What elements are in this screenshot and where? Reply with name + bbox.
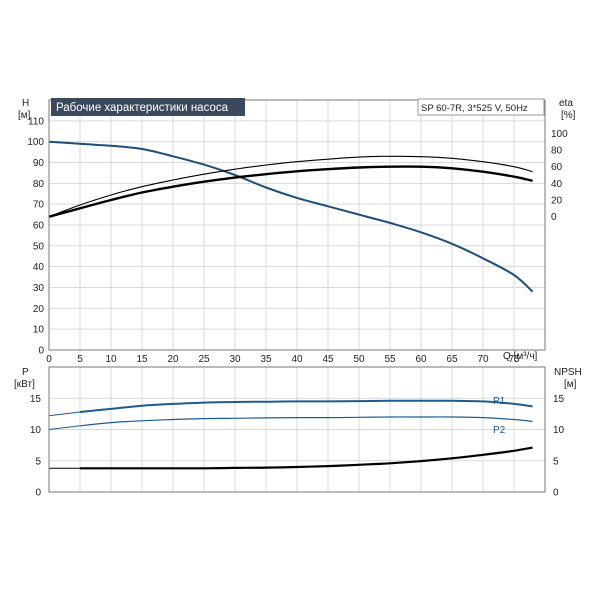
bottom-right-tick-label: 5: [553, 456, 559, 467]
x-tick-label: 60: [415, 354, 427, 365]
top-left-axis-label: H: [22, 98, 29, 109]
x-tick-label: 0: [46, 354, 52, 365]
bottom-right-axis-label: NPSH: [554, 367, 582, 378]
bottom-right-axis-unit: [м]: [564, 379, 577, 390]
chart-title-box: [51, 98, 245, 116]
series-p2: [79, 416, 533, 427]
x-tick-label: 35: [260, 354, 272, 365]
model-box: [417, 98, 545, 116]
top-right-axis-label: eta: [559, 98, 573, 109]
chart-title: Рабочие характеристики насоса: [56, 102, 229, 114]
top-left-tick-label: 60: [33, 221, 45, 232]
bottom-left-tick-label: 0: [35, 488, 41, 499]
model-label: SP 60-7R, 3*525 V, 50Hz: [421, 103, 528, 114]
top-left-axis-unit: [м]: [18, 110, 31, 121]
x-tick-label: 10: [105, 354, 117, 365]
x-tick-label: 55: [384, 354, 396, 365]
bottom-right-tick-label: 10: [553, 425, 565, 436]
top-right-tick-label: 20: [551, 196, 563, 207]
x-tick-label: 50: [353, 354, 365, 365]
top-right-tick-label: 100: [551, 129, 568, 140]
bottom-left-tick-label: 15: [30, 394, 42, 405]
series-label-p1: P1: [493, 396, 506, 407]
top-left-tick-label: 0: [38, 346, 44, 357]
top-left-tick-label: 80: [33, 179, 45, 190]
top-right-tick-label: 60: [551, 162, 563, 173]
x-tick-label: 20: [167, 354, 179, 365]
x-tick-label: 40: [291, 354, 303, 365]
series-eta-upper: [48, 155, 533, 218]
top-left-tick-label: 10: [33, 325, 45, 336]
top-left-tick-label: 50: [33, 241, 45, 252]
top-plot-frame: [48, 99, 546, 351]
top-right-tick-label: 80: [551, 146, 563, 157]
x-tick-label: 65: [446, 354, 458, 365]
series-p1-ext: [48, 411, 81, 417]
top-left-tick-label: 40: [33, 262, 45, 273]
x-tick-label: 45: [322, 354, 334, 365]
series-npsh: [79, 446, 533, 470]
bottom-left-axis-label: P: [22, 367, 29, 378]
series-eta-lower: [48, 165, 533, 218]
bottom-left-tick-label: 10: [30, 425, 42, 436]
top-chart-series: [48, 140, 534, 293]
top-right-tick-label: 40: [551, 179, 563, 190]
x-axis-label: Q [м³/ч]: [503, 351, 538, 362]
x-tick-label: 30: [229, 354, 241, 365]
x-tick-label: 15: [136, 354, 148, 365]
series-p2-ext: [48, 425, 81, 430]
bottom-left-axis-unit: [кВт]: [14, 379, 35, 390]
bottom-chart-series: [48, 399, 533, 470]
series-p1: [79, 399, 533, 413]
top-left-tick-label: 30: [33, 283, 45, 294]
x-tick-label: 70: [477, 354, 489, 365]
bottom-left-tick-label: 5: [35, 456, 41, 467]
series-label-p2: P2: [493, 425, 506, 436]
top-right-tick-label: 0: [551, 212, 557, 223]
series-head: [48, 140, 534, 293]
bottom-right-tick-label: 15: [553, 394, 565, 405]
bottom-right-tick-label: 0: [553, 488, 559, 499]
top-right-axis-unit: [%]: [561, 110, 576, 121]
x-tick-label: 75: [508, 354, 520, 365]
top-left-tick-label: 20: [33, 304, 45, 315]
bottom-chart-grid: [49, 367, 545, 492]
x-tick-label: 5: [77, 354, 83, 365]
x-tick-label: 25: [198, 354, 210, 365]
top-left-tick-label: 110: [28, 116, 44, 127]
top-left-tick-label: 100: [27, 137, 44, 148]
top-left-tick-label: 90: [33, 158, 45, 169]
top-left-tick-label: 70: [33, 200, 45, 211]
chart-axes: [48, 99, 546, 493]
top-chart-grid: [49, 100, 545, 350]
bottom-plot-frame: [48, 366, 546, 493]
